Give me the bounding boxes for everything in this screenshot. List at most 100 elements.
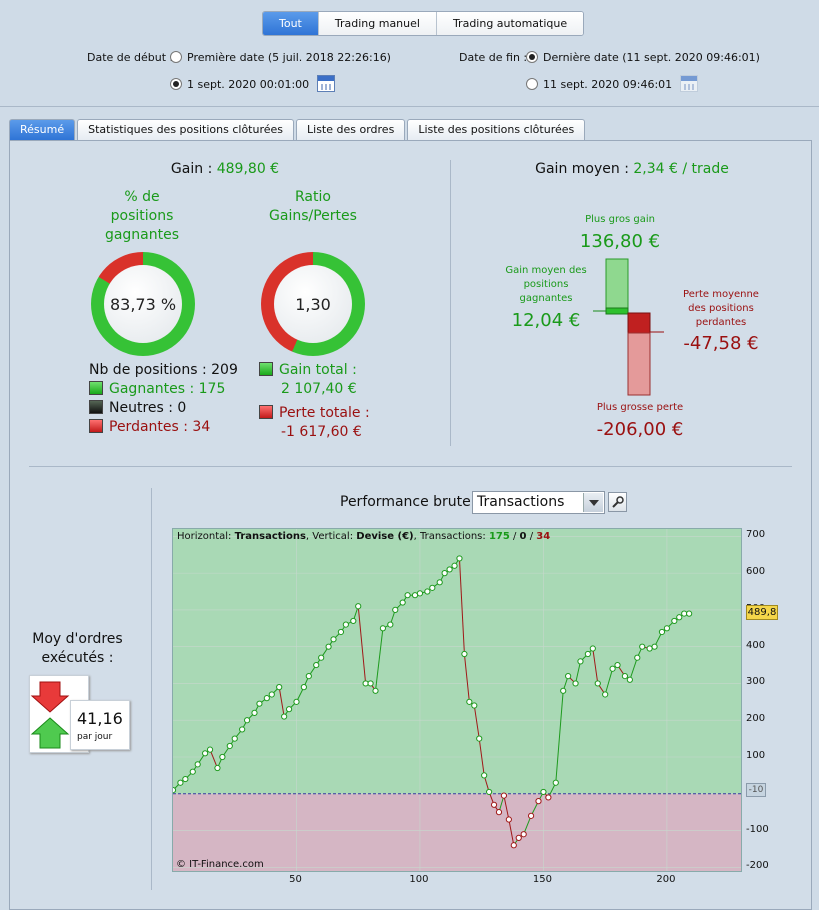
- gain-moyen-line: Gain moyen : 2,34 € / trade: [452, 161, 812, 177]
- data-point: [330, 636, 337, 643]
- winning-text: Gagnantes : 175: [109, 381, 226, 397]
- x-tick-label: 50: [289, 874, 302, 885]
- x-tick-label: 100: [409, 874, 429, 885]
- neutral-text: Neutres : 0: [109, 400, 187, 416]
- data-point: [466, 698, 473, 705]
- end-last-text: Dernière date (11 sept. 2020 09:46:01): [543, 51, 760, 64]
- data-point: [686, 610, 693, 617]
- data-point: [560, 687, 567, 694]
- data-point: [609, 665, 616, 672]
- data-point: [639, 643, 646, 650]
- dark-square-icon: [89, 400, 103, 414]
- data-point: [565, 672, 572, 680]
- end-custom-radio[interactable]: [526, 78, 538, 90]
- gain-loss-bars: [593, 258, 664, 396]
- zero-marker-badge: -10: [746, 782, 766, 797]
- series-segment: [458, 558, 465, 655]
- tab-orders[interactable]: Liste des ordres: [296, 119, 406, 140]
- wrench-icon[interactable]: [608, 492, 627, 512]
- biggest-loss-value: -206,00 €: [596, 419, 684, 440]
- data-point: [392, 606, 399, 614]
- data-point: [411, 592, 419, 599]
- mode-segmented: Tout Trading manuel Trading automatique: [262, 11, 585, 36]
- data-point: [500, 792, 508, 799]
- gain-line: Gain : 489,80 €: [0, 161, 450, 177]
- avg-gain-label: Gain moyen des positions gagnantes: [505, 265, 587, 304]
- end-custom-text: 11 sept. 2020 09:46:01: [543, 78, 673, 91]
- data-point: [429, 584, 436, 591]
- section-vertical-divider: [151, 488, 152, 890]
- end-last-option[interactable]: Dernière date (11 sept. 2020 09:46:01): [526, 51, 760, 64]
- data-point: [589, 645, 596, 652]
- data-point: [441, 570, 448, 577]
- tab-closed-stats[interactable]: Statistiques des positions clôturées: [77, 119, 295, 140]
- tab-summary[interactable]: Résumé: [9, 119, 76, 140]
- orders-value: 41,16: [77, 709, 123, 728]
- y-tick-label: 700: [746, 529, 766, 541]
- data-point: [355, 603, 362, 610]
- data-point: [594, 680, 601, 687]
- mode-auto[interactable]: Trading automatique: [436, 12, 584, 35]
- start-custom-option[interactable]: 1 sept. 2020 00:01:00: [170, 75, 336, 92]
- last-value-badge: 489,8: [746, 604, 778, 620]
- data-point: [552, 779, 559, 786]
- start-custom-radio[interactable]: [170, 78, 182, 90]
- gain-total-value: 2 107,40 €: [281, 381, 357, 397]
- pct-title: % de positions gagnantes: [104, 189, 180, 243]
- series-segment: [278, 687, 285, 717]
- data-point: [379, 625, 387, 632]
- series-segment: [209, 749, 218, 769]
- y-tick-label: 300: [746, 676, 766, 688]
- series-segment: [575, 661, 581, 684]
- legend-neutral: Neutres : 0: [89, 400, 186, 416]
- data-point: [481, 772, 488, 779]
- data-point: [206, 746, 214, 753]
- biggest-gain-bar: [605, 258, 629, 315]
- ratio-title: Ratio Gains/Pertes: [269, 189, 357, 224]
- win-pct-donut: 83,73 %: [91, 252, 195, 356]
- start-first-option[interactable]: Première date (5 juil. 2018 22:26:16): [170, 51, 391, 64]
- data-point: [520, 831, 527, 838]
- mode-manual[interactable]: Trading manuel: [318, 12, 437, 35]
- data-point: [540, 788, 547, 796]
- data-point: [545, 794, 552, 801]
- red-square-icon: [89, 419, 103, 433]
- data-point: [305, 672, 312, 680]
- divider: [0, 106, 819, 107]
- data-point: [342, 621, 349, 628]
- data-point: [436, 579, 443, 586]
- data-point: [681, 610, 688, 617]
- data-point: [251, 709, 258, 716]
- end-custom-option[interactable]: 11 sept. 2020 09:46:01: [526, 75, 699, 92]
- y-tick-label: 400: [746, 639, 766, 651]
- data-point: [173, 786, 177, 794]
- start-date-label: Date de début :: [87, 51, 174, 64]
- y-tick-label: 200: [746, 713, 766, 725]
- data-point: [416, 590, 424, 597]
- data-point: [646, 645, 653, 652]
- data-point: [281, 713, 288, 720]
- chevron-down-icon[interactable]: [583, 493, 603, 512]
- chart-copyright: © IT-Finance.com: [176, 859, 264, 870]
- mode-all[interactable]: Tout: [263, 12, 319, 35]
- calendar-icon[interactable]: [317, 75, 336, 92]
- data-point: [399, 599, 406, 606]
- data-point: [367, 680, 374, 687]
- data-point: [387, 621, 394, 628]
- series-segment: [503, 795, 510, 820]
- data-point: [239, 726, 246, 733]
- end-last-radio[interactable]: [526, 51, 538, 63]
- data-point: [446, 566, 453, 573]
- tab-bar: Résumé Statistiques des positions clôtur…: [9, 119, 586, 140]
- data-point: [614, 661, 621, 669]
- legend-winning: Gagnantes : 175: [89, 381, 225, 397]
- data-point: [505, 816, 512, 823]
- data-point: [490, 801, 498, 808]
- start-first-radio[interactable]: [170, 51, 182, 63]
- perf-select[interactable]: Transactions: [472, 491, 605, 514]
- data-point: [602, 691, 609, 698]
- win-pct-value: 83,73 %: [104, 265, 182, 343]
- series-segment: [357, 606, 367, 684]
- tab-closed-list[interactable]: Liste des positions clôturées: [407, 119, 586, 140]
- gain-label: Gain :: [170, 161, 213, 177]
